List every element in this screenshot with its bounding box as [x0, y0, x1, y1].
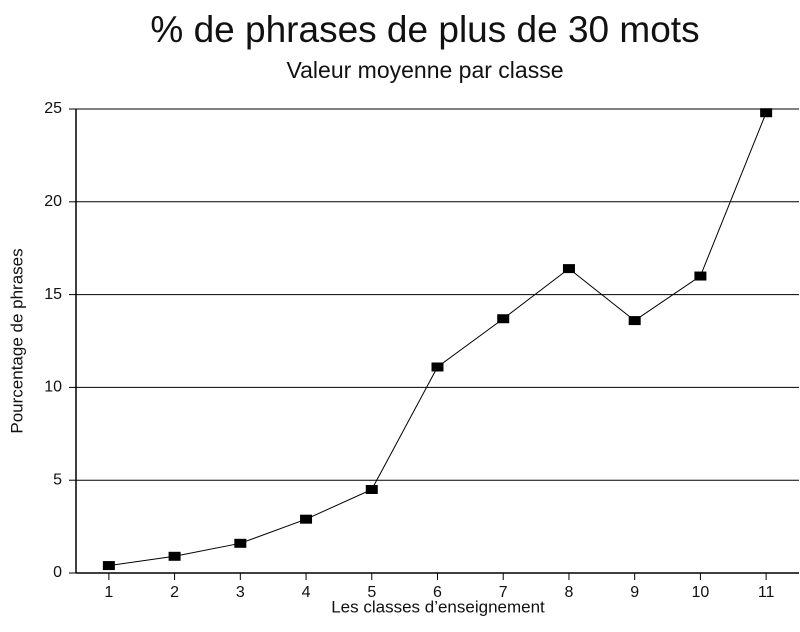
- chart-title: % de phrases de plus de 30 mots: [150, 9, 699, 50]
- chart-subtitle: Valeur moyenne par classe: [287, 57, 564, 83]
- data-point: [300, 514, 313, 524]
- y-tick-label: 10: [44, 379, 62, 396]
- data-point: [365, 484, 378, 494]
- x-tick-label: 7: [499, 584, 508, 601]
- data-line: [108, 112, 767, 567]
- x-tick-label: 1: [104, 584, 113, 601]
- x-tick-label: 10: [692, 584, 710, 601]
- data-point: [168, 551, 181, 561]
- y-tick-label: 20: [44, 193, 62, 210]
- data-point: [694, 271, 707, 281]
- x-tick-label: 2: [170, 584, 179, 601]
- data-point: [234, 538, 247, 548]
- data-point: [760, 108, 773, 118]
- x-tick-label: 5: [367, 584, 376, 601]
- data-point: [497, 314, 510, 324]
- data-point: [562, 264, 575, 274]
- y-tick-label: 25: [44, 100, 62, 117]
- x-tick-label: 9: [630, 584, 639, 601]
- x-tick-label: 11: [758, 584, 775, 601]
- y-tick-label: 5: [53, 471, 62, 488]
- x-tick-label: 4: [302, 584, 311, 601]
- x-tick-label: 8: [565, 584, 574, 601]
- x-tick-label: 6: [433, 584, 442, 601]
- x-axis-label: Les classes d’enseignement: [331, 597, 545, 616]
- data-point: [431, 362, 444, 372]
- y-axis-label: Pourcentage de phrases: [7, 248, 26, 433]
- y-tick-label: 15: [44, 286, 62, 303]
- data-point: [628, 316, 641, 326]
- data-point: [102, 561, 115, 571]
- y-tick-label: 0: [53, 564, 62, 581]
- x-tick-label: 3: [236, 584, 245, 601]
